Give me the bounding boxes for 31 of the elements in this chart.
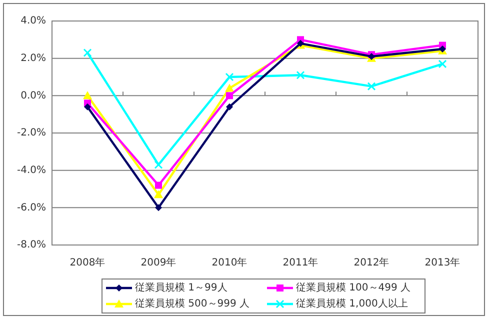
point [154,160,163,169]
y-tick-label: 0.0% [20,90,46,102]
x-tick-label: 2011年 [282,256,318,269]
legend-label: 従業員規模 500～999 人 [135,298,250,310]
point [296,70,305,80]
point [438,60,447,68]
x-tick-label: 2013年 [424,256,460,269]
y-tick-label: 2.0% [20,53,46,64]
y-tick-label: -8.0% [16,240,46,251]
point [226,92,233,100]
y-tick-label: -4.0% [16,165,46,176]
point [225,72,234,82]
x-tick-label: 2009年 [140,256,176,269]
point [226,103,233,110]
point [83,91,92,100]
point [155,182,162,189]
y-tick-label: -2.0% [16,128,46,139]
y-tick-label: 4.0% [20,16,46,27]
point [83,48,92,57]
x-tick-label: 2012年 [354,256,390,269]
point [225,84,234,92]
legend-label: 従業員規模 1,000人以上 [296,298,408,310]
point [155,204,162,212]
legend-label: 従業員規模 100～499 人 [296,282,411,294]
point [154,190,163,198]
x-tick-label: 2008年 [70,256,106,269]
point [84,103,91,110]
legend-label: 従業員規模 1～99人 [135,282,228,294]
y-tick-label: -6.0% [16,202,46,214]
point [367,82,376,91]
x-tick-label: 2010年 [212,256,248,269]
